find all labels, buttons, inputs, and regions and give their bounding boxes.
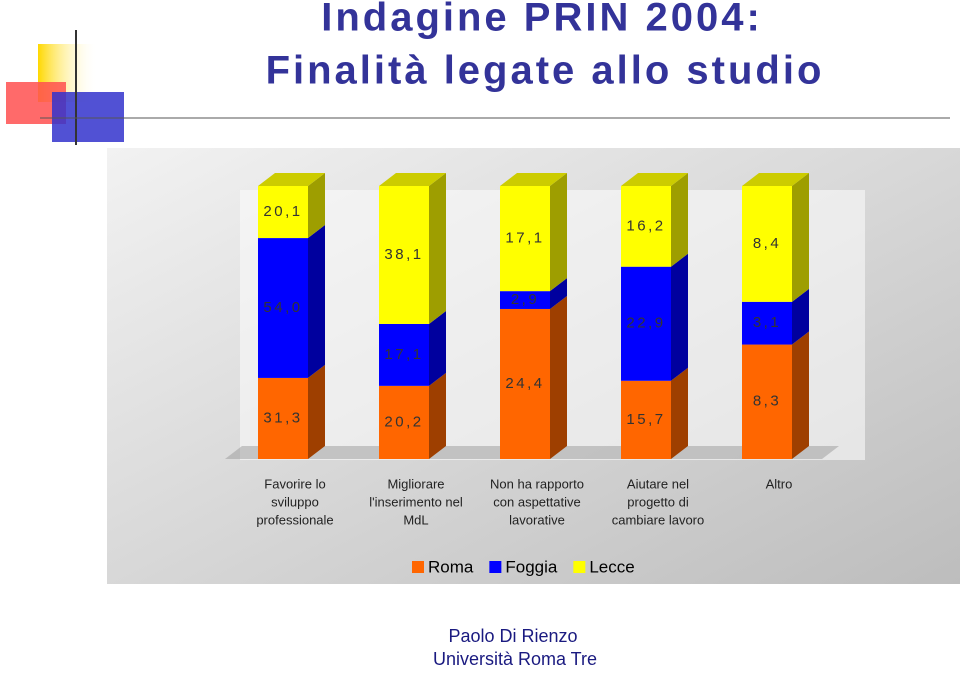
bar-side	[429, 310, 446, 386]
value-label: 20,1	[263, 203, 302, 220]
bar-side	[671, 253, 688, 381]
bar	[379, 186, 429, 324]
bar	[621, 380, 671, 459]
value-label: 16,2	[626, 217, 665, 234]
bar	[500, 186, 550, 292]
chart: 31,3 54,0 20,1 Favorire lo sviluppo professio…	[225, 173, 839, 576]
bar-side	[671, 367, 688, 459]
bar	[742, 186, 792, 302]
legend-label: Foggia	[505, 557, 558, 576]
value-label: 8,3	[753, 393, 781, 410]
legend-label: Lecce	[589, 557, 634, 576]
x-tick-label: Aiutare nel	[627, 476, 689, 491]
bar-side	[308, 225, 325, 378]
bar	[500, 291, 550, 309]
x-tick-label: con aspettative	[493, 494, 580, 509]
bar-side	[671, 173, 688, 267]
footer: Università Roma Tre	[433, 649, 597, 669]
bar	[742, 301, 792, 345]
bar-side	[792, 173, 809, 302]
bar-side	[550, 278, 567, 309]
legend-swatch	[489, 561, 502, 573]
slide-title: Indagine PRIN 2004:	[321, 0, 763, 40]
bar	[621, 186, 671, 267]
bar-side	[792, 288, 809, 345]
legend-swatch	[412, 561, 424, 573]
bar	[500, 308, 550, 459]
value-label: 22,9	[626, 315, 665, 332]
x-tick-label: progetto di	[627, 494, 689, 509]
bar-top	[258, 173, 325, 186]
x-tick-label: Favorire lo	[264, 476, 325, 491]
bar-side	[308, 364, 325, 459]
bar-top	[500, 173, 567, 186]
x-tick-label: cambiare lavoro	[612, 512, 705, 527]
bar	[258, 186, 308, 239]
x-tick-label: professionale	[256, 512, 333, 527]
x-tick-label: MdL	[403, 512, 428, 527]
value-label: 54,0	[263, 299, 302, 316]
value-label: 17,1	[384, 346, 423, 363]
bar-side	[550, 173, 567, 292]
value-label: 17,1	[505, 230, 544, 247]
bar-side	[429, 173, 446, 324]
slide-title: Finalità legate allo studio	[266, 49, 825, 93]
value-label: 20,2	[384, 413, 423, 430]
bar-side	[429, 372, 446, 459]
legend-label: Roma	[428, 557, 474, 576]
bar-top	[379, 173, 446, 186]
x-tick-label: lavorative	[509, 512, 565, 527]
x-tick-label: l'inserimento nel	[369, 494, 463, 509]
decoration	[6, 30, 950, 145]
value-label: 24,4	[505, 375, 544, 392]
value-label: 15,7	[626, 411, 665, 428]
bar	[379, 385, 429, 459]
bar	[379, 323, 429, 386]
x-tick-label: sviluppo	[271, 494, 319, 509]
x-tick-label: Non ha rapporto	[490, 476, 584, 491]
bar-side	[792, 331, 809, 459]
bar-side	[550, 295, 567, 459]
value-label: 2,9	[511, 291, 539, 308]
value-label: 38,1	[384, 246, 423, 263]
bar	[742, 344, 792, 459]
legend-swatch	[573, 561, 586, 573]
bar-top	[621, 173, 688, 186]
footer: Paolo Di Rienzo	[448, 626, 577, 646]
bar	[621, 266, 671, 381]
value-label: 31,3	[263, 409, 302, 426]
x-tick-label: Altro	[766, 476, 793, 491]
bar	[258, 238, 308, 378]
x-tick-label: Migliorare	[387, 476, 444, 491]
bar-top	[742, 173, 809, 186]
bar	[258, 377, 308, 459]
bar-side	[308, 173, 325, 239]
value-label: 3,1	[753, 314, 781, 331]
value-label: 8,4	[753, 235, 781, 252]
